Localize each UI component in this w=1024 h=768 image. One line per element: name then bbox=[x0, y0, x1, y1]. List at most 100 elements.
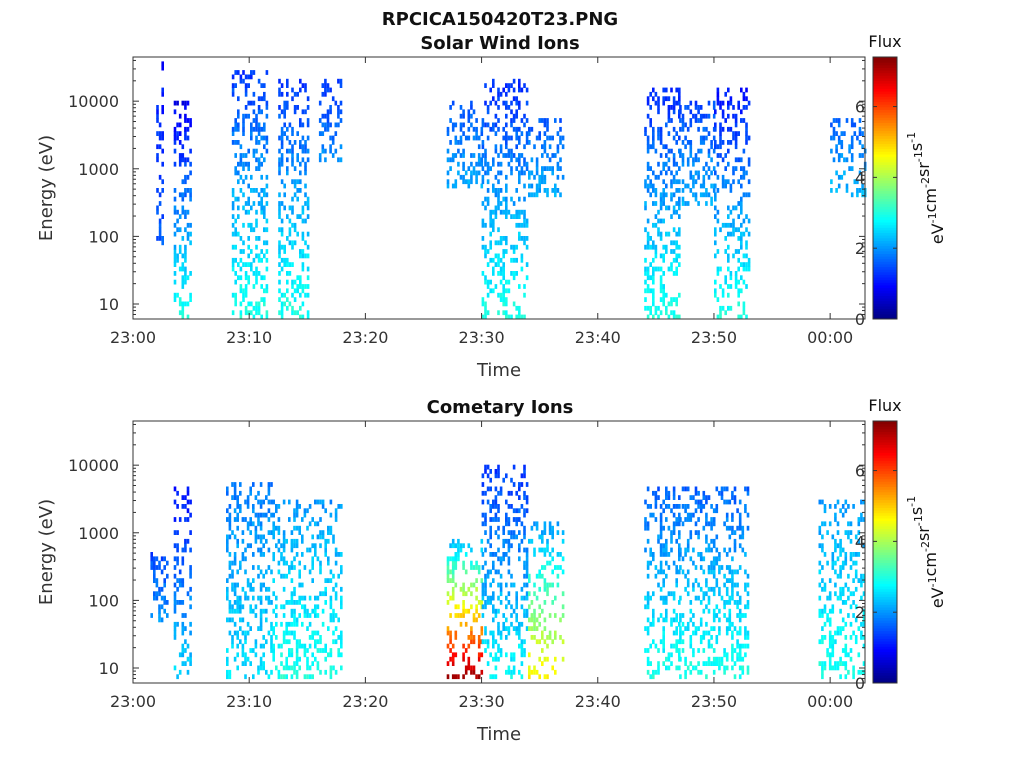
spectrogram-cell bbox=[189, 122, 192, 128]
spectrogram-cell bbox=[249, 626, 252, 631]
spectrogram-cell bbox=[686, 538, 690, 544]
spectrogram-cell bbox=[259, 656, 263, 662]
spectrogram-cell bbox=[293, 240, 297, 246]
spectrogram-cell bbox=[242, 192, 245, 198]
spectrogram-cell bbox=[254, 525, 258, 531]
spectrogram-cell bbox=[672, 205, 676, 211]
spectrogram-cell bbox=[166, 560, 169, 566]
spectrogram-cell bbox=[278, 192, 281, 198]
spectrogram-cell bbox=[721, 140, 725, 145]
colorbar-gradient-step bbox=[873, 151, 897, 155]
spectrogram-cell bbox=[707, 595, 711, 601]
spectrogram-cell bbox=[241, 538, 245, 544]
spectrogram-cell bbox=[247, 100, 250, 106]
colorbar-gradient-step bbox=[873, 659, 897, 663]
spectrogram-cell bbox=[732, 179, 735, 185]
spectrogram-cell bbox=[481, 218, 485, 224]
spectrogram-cell bbox=[484, 578, 487, 583]
spectrogram-cell bbox=[228, 504, 232, 509]
spectrogram-cell bbox=[481, 613, 485, 618]
spectrogram-cell bbox=[502, 538, 505, 544]
spectrogram-cell bbox=[828, 652, 832, 658]
spectrogram-cell bbox=[329, 87, 332, 93]
spectrogram-cell bbox=[551, 153, 554, 158]
spectrogram-cell bbox=[745, 126, 748, 132]
spectrogram-cell bbox=[189, 573, 192, 579]
spectrogram-cell bbox=[150, 565, 153, 570]
colorbar-gradient-step bbox=[873, 222, 897, 226]
spectrogram-cell bbox=[646, 100, 650, 106]
colorbar-gradient-step bbox=[873, 625, 897, 629]
spectrogram-cell bbox=[684, 552, 687, 557]
spectrogram-cell bbox=[716, 188, 720, 193]
spectrogram-cell bbox=[246, 504, 250, 509]
spectrogram-cell bbox=[277, 517, 281, 522]
spectrogram-cell bbox=[299, 122, 302, 128]
spectrogram-cell bbox=[499, 266, 503, 272]
spectrogram-cell bbox=[551, 530, 554, 535]
spectrogram-cell bbox=[477, 135, 481, 141]
spectrogram-cell bbox=[731, 648, 734, 653]
spectrogram-cell bbox=[237, 70, 240, 75]
spectrogram-cell bbox=[265, 249, 269, 254]
spectrogram-cell bbox=[285, 560, 288, 566]
spectrogram-cell bbox=[702, 183, 706, 189]
spectrogram-cell bbox=[543, 617, 547, 623]
spectrogram-cell bbox=[241, 517, 245, 522]
spectrogram-cell bbox=[662, 179, 665, 185]
spectrogram-cell bbox=[675, 521, 678, 527]
spectrogram-cell bbox=[226, 578, 229, 583]
spectrogram-cell bbox=[470, 113, 473, 119]
spectrogram-cell bbox=[705, 161, 708, 167]
spectrogram-cell bbox=[518, 626, 521, 631]
spectrogram-cell bbox=[649, 105, 652, 110]
colorbar-gradient-step bbox=[873, 138, 897, 142]
spectrogram-cell bbox=[484, 582, 487, 588]
spectrogram-cell bbox=[507, 543, 511, 549]
spectrogram-cell bbox=[834, 517, 837, 522]
spectrogram-cell bbox=[860, 621, 863, 627]
spectrogram-cell bbox=[512, 249, 516, 254]
spectrogram-cell bbox=[667, 96, 671, 102]
spectrogram-cell bbox=[644, 604, 647, 610]
spectrogram-cell bbox=[556, 166, 560, 171]
spectrogram-cell bbox=[670, 547, 673, 553]
spectrogram-cell bbox=[486, 538, 490, 544]
spectrogram-cell bbox=[559, 565, 562, 570]
spectrogram-cell bbox=[740, 244, 743, 250]
spectrogram-cell bbox=[860, 630, 863, 636]
spectrogram-cell bbox=[672, 174, 676, 180]
spectrogram-cell bbox=[826, 652, 829, 658]
spectrogram-cell bbox=[184, 214, 187, 219]
spectrogram-cell bbox=[740, 166, 743, 171]
spectrogram-cell bbox=[692, 582, 695, 588]
spectrogram-cell bbox=[548, 552, 552, 557]
spectrogram-cell bbox=[721, 109, 725, 115]
spectrogram-cell bbox=[324, 600, 327, 605]
spectrogram-cell bbox=[835, 148, 838, 154]
spectrogram-cell bbox=[454, 556, 458, 562]
spectrogram-cell bbox=[290, 600, 294, 605]
spectrogram-cell bbox=[285, 621, 288, 627]
spectrogram-cell bbox=[459, 105, 463, 110]
spectrogram-cell bbox=[173, 279, 177, 285]
spectrogram-cell bbox=[738, 534, 742, 540]
spectrogram-cell bbox=[551, 534, 554, 540]
spectrogram-cell bbox=[836, 626, 840, 631]
spectrogram-cell bbox=[694, 508, 698, 514]
unit-base: eV bbox=[928, 587, 947, 608]
spectrogram-cell bbox=[263, 192, 266, 198]
spectrogram-cell bbox=[304, 83, 307, 88]
spectrogram-cell bbox=[546, 643, 549, 649]
spectrogram-cell bbox=[303, 674, 307, 680]
spectrogram-cell bbox=[705, 495, 708, 500]
spectrogram-cell bbox=[854, 534, 858, 540]
spectrogram-cell bbox=[156, 109, 159, 115]
spectrogram-cell bbox=[740, 288, 743, 294]
spectrogram-cell bbox=[299, 279, 302, 285]
spectrogram-cell bbox=[841, 661, 845, 666]
spectrogram-cell bbox=[659, 126, 663, 132]
spectrogram-cell bbox=[267, 486, 271, 492]
spectrogram-cell bbox=[233, 608, 237, 614]
